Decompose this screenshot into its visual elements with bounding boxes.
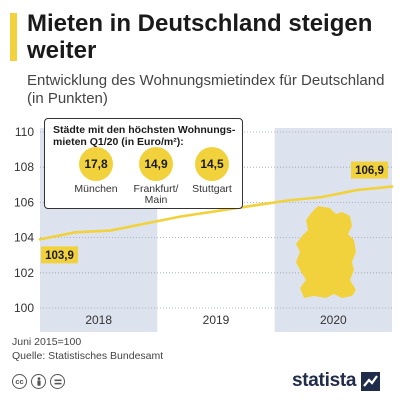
index-base-note: Juni 2015=100: [12, 336, 82, 348]
city-value-badge: 17,8: [79, 147, 113, 181]
statista-logo[interactable]: statista: [292, 370, 381, 392]
y-tick-label: 100: [14, 301, 34, 315]
data-point: [179, 215, 182, 218]
data-point: [320, 195, 323, 199]
data-point: [285, 199, 288, 202]
value-label-bg: [351, 161, 388, 179]
brand-name: statista: [292, 370, 357, 391]
value-label-bg: [41, 246, 78, 264]
cc-icon: cc: [12, 374, 27, 389]
city-value-badge: 14,9: [139, 147, 173, 181]
city-munich: 17,8 München: [65, 147, 127, 195]
chart-subtitle: Entwicklung des Wohnungsmietindex für De…: [27, 72, 385, 107]
city-name: München: [74, 183, 118, 195]
data-point: [214, 210, 218, 213]
x-tick-label: 2019: [203, 313, 230, 327]
city-name: Frankfurt/ Main: [133, 183, 179, 206]
y-tick-label: 104: [14, 231, 34, 245]
y-tick-label: 106: [14, 195, 34, 209]
chart-title: Mieten in Deutschland steigen weiter: [27, 10, 373, 64]
y-tick-label: 110: [15, 125, 34, 139]
license-icons: cc: [12, 374, 65, 389]
x-tick-label: 2020: [320, 313, 347, 327]
city-value-badge: 14,5: [195, 147, 229, 181]
data-point: [74, 231, 77, 234]
person-icon: [31, 374, 46, 389]
data-point: [38, 238, 42, 241]
data-point: [355, 188, 358, 192]
x-tick-label: 2018: [85, 313, 112, 327]
value-label: 103,9: [45, 250, 74, 262]
value-label: 106,9: [355, 165, 384, 177]
data-point: [109, 229, 112, 232]
equals-icon: [50, 374, 65, 389]
data-point: [390, 185, 394, 188]
city-frankfurt: 14,9 Frankfurt/ Main: [125, 147, 187, 206]
y-tick-label: 108: [14, 160, 34, 174]
city-stuttgart: 14,5 Stuttgart: [181, 147, 243, 195]
germany-map-icon: [296, 206, 356, 298]
statista-icon: [361, 371, 381, 391]
y-tick-label: 102: [14, 266, 34, 280]
data-point: [144, 222, 147, 225]
city-name: Stuttgart: [192, 183, 232, 195]
data-point: [250, 204, 253, 208]
source-note: Quelle: Statistisches Bundesamt: [12, 350, 164, 362]
title-accent-bar: [10, 13, 17, 61]
city-callout-box: Städte mit den höchsten Wohnungs-mieten …: [44, 118, 243, 209]
callout-title: Städte mit den höchsten Wohnungs-mieten …: [53, 124, 236, 148]
